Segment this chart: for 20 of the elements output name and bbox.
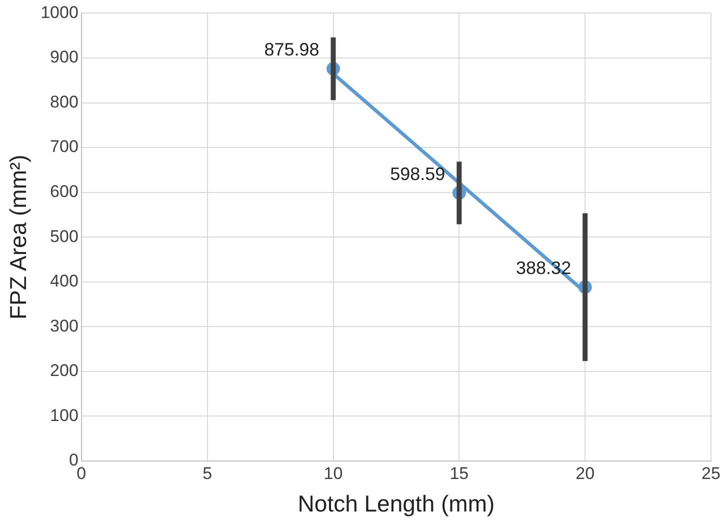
y-tick-label: 700: [50, 137, 78, 156]
y-tick-label: 200: [50, 361, 78, 380]
y-tick-label: 1000: [40, 2, 78, 22]
y-tick-label: 900: [50, 48, 78, 67]
y-tick-label: 300: [50, 316, 78, 336]
x-tick-label: 15: [450, 464, 469, 483]
x-axis-title: Notch Length (mm): [298, 490, 495, 517]
data-label: 598.59: [390, 164, 446, 184]
x-tick-label: 20: [576, 464, 595, 483]
x-tick-label: 5: [202, 464, 212, 483]
y-tick-label: 0: [68, 450, 78, 470]
y-tick-label: 400: [50, 272, 78, 291]
y-tick-label: 800: [50, 92, 78, 112]
data-label: 875.98: [264, 40, 320, 60]
y-tick-label: 100: [50, 406, 78, 425]
x-tick-label: 10: [324, 464, 343, 483]
y-tick-label: 600: [50, 182, 78, 202]
y-tick-label: 500: [50, 226, 78, 246]
x-tick-label: 25: [702, 464, 720, 483]
y-axis-title: FPZ Area (mm²): [5, 154, 32, 320]
